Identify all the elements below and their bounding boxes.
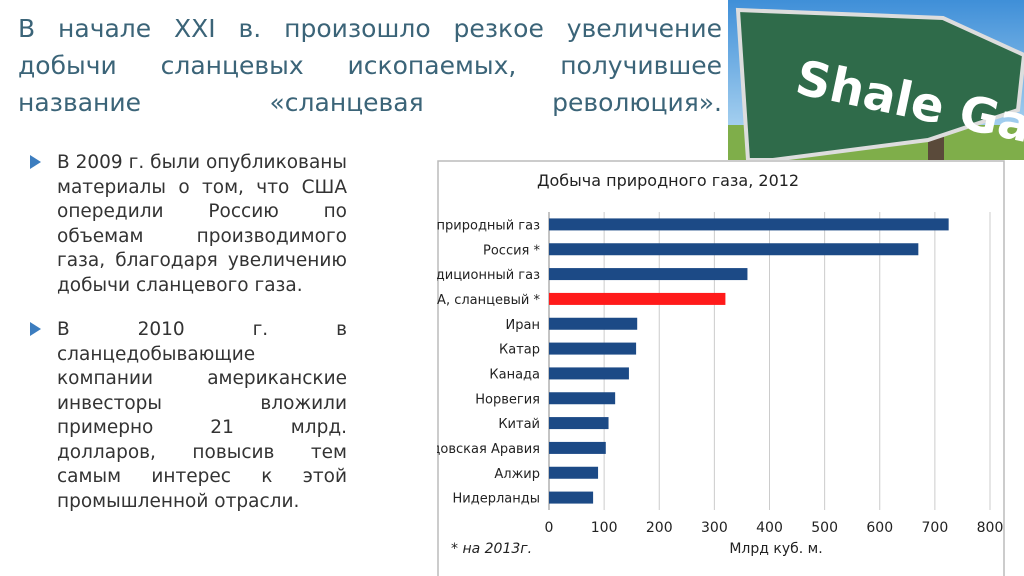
bar	[549, 367, 629, 380]
bar	[549, 268, 748, 281]
x-tick-label: 0	[545, 520, 554, 536]
bullet-text: В 2010 г. в сланцедобывающие компании ам…	[57, 319, 347, 512]
y-tick-label: Норвегия	[475, 392, 540, 407]
x-tick-label: 500	[811, 520, 838, 536]
footnote: * на 2013г.	[451, 541, 532, 557]
y-tick-label: Китай	[498, 417, 540, 432]
bar	[549, 441, 606, 454]
y-tick-label: Канада	[489, 367, 540, 382]
y-tick-label: Алжир	[494, 467, 540, 482]
chart-title: Добыча природного газа, 2012	[537, 171, 799, 190]
x-tick-label: 600	[866, 520, 893, 536]
chart: Добыча природного газа, 2012 * на 2013г.…	[437, 160, 1005, 576]
x-tick-label: 200	[646, 520, 673, 536]
y-tick-label: Россия *	[483, 243, 540, 258]
x-tick-label: 700	[922, 520, 949, 536]
bar	[549, 317, 638, 330]
y-tick-label: Катар	[499, 343, 540, 358]
bar	[549, 392, 616, 405]
x-tick-label: 300	[701, 520, 728, 536]
bar	[549, 243, 919, 256]
bullet-text: В 2009 г. были опубликованы материалы о …	[57, 152, 347, 296]
y-tick-label: Саудовская Аравия	[437, 442, 540, 457]
bar	[549, 218, 949, 231]
bar	[549, 292, 726, 305]
y-tick-label: Иран	[506, 318, 540, 333]
bar	[549, 342, 637, 355]
slide-title: В начале XXI в. произошло резкое увеличе…	[18, 14, 722, 117]
bar	[549, 417, 609, 430]
x-axis-label: Млрд куб. м.	[729, 541, 822, 557]
y-tick-label: Нидерланды	[453, 492, 541, 507]
x-tick-label: 100	[591, 520, 618, 536]
y-tick-label: США, традиционный газ	[437, 268, 540, 283]
bullet-marker	[30, 155, 41, 169]
y-tick-label: США, сланцевый *	[437, 293, 540, 308]
x-tick-label: 400	[756, 520, 783, 536]
shale-gas-image: Shale Gas	[728, 0, 1024, 160]
bar	[549, 466, 599, 479]
y-tick-label: США, природный газ	[437, 218, 540, 233]
bullet-marker	[30, 322, 41, 336]
bar	[549, 491, 594, 504]
x-tick-label: 800	[977, 520, 1004, 536]
